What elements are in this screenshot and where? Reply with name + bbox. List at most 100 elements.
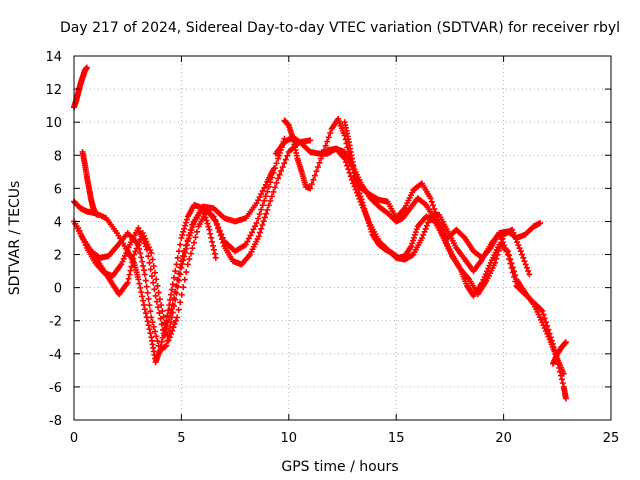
data-point [167,296,174,303]
data-point [175,270,182,277]
data-point [169,327,176,334]
data-point [153,298,160,305]
data-point [83,64,90,71]
data-point [365,220,372,227]
data-point [245,235,252,242]
data-point [166,302,173,309]
x-tick-label: 15 [388,431,405,446]
data-point [253,200,260,207]
data-point [217,232,224,239]
data-point [271,184,278,191]
data-point [168,286,175,293]
data-point [255,233,262,240]
data-point [147,266,154,273]
data-point [142,310,149,317]
data-point [539,307,546,314]
data-point [247,232,254,239]
data-point [282,156,289,163]
data-point [250,226,257,233]
data-point [158,321,165,328]
data-point [428,198,435,205]
y-tick-label: -6 [49,381,62,396]
data-point [174,254,181,261]
data-point [146,259,153,266]
data-point [261,197,268,204]
data-point [355,186,362,193]
data-point [183,219,190,226]
data-point [142,277,149,284]
data-point [154,338,161,345]
data-point [352,170,359,177]
data-point [261,214,268,221]
data-point [152,292,159,299]
data-point [180,284,187,291]
data-point [192,234,199,241]
data-point [157,315,164,322]
data-point [430,202,437,209]
data-point [541,315,548,322]
data-point [161,319,168,326]
data-point [137,250,144,257]
data-point [194,228,201,235]
data-point [316,159,323,166]
data-point [308,181,315,188]
data-point [508,260,515,267]
y-tick-label: 10 [45,116,62,131]
data-point [131,251,138,258]
data-point [267,179,274,186]
data-point [504,248,511,255]
data-point [130,255,137,262]
y-tick-label: -2 [49,315,62,330]
data-point [427,195,434,202]
data-point [220,239,227,246]
data-point [413,226,420,233]
data-point [512,235,519,242]
data-point [519,251,526,258]
data-point [411,231,418,238]
data-point [155,342,162,349]
y-tick-label: 12 [45,83,62,98]
data-point [177,299,184,306]
data-point [178,235,185,241]
data-point [514,239,521,246]
data-point [268,193,275,200]
data-point [128,263,135,270]
data-point [172,288,179,295]
x-tick-label: 20 [495,431,512,446]
chart-title: Day 217 of 2024, Sidereal Day-to-day VTE… [60,20,620,36]
data-point [180,228,187,235]
data-point [255,197,262,204]
data-point [353,178,360,185]
data-point [210,242,217,249]
data-point [278,167,285,174]
data-point [216,229,223,236]
x-axis-label: GPS time / hours [281,459,398,475]
data-point [183,269,190,276]
data-point [412,229,419,236]
data-point [258,225,265,232]
data-point [140,262,147,269]
data-point [152,328,159,335]
data-point [362,208,369,215]
data-point [506,252,513,259]
data-point [327,130,334,137]
data-point [275,152,282,159]
data-point [537,220,544,227]
data-point [174,314,181,321]
data-point [350,180,357,187]
data-point [183,242,190,249]
data-point [206,226,213,233]
data-point [418,235,425,241]
data-point [156,296,163,303]
data-point [190,239,197,246]
data-point [347,173,354,180]
data-point [558,376,565,383]
data-point [218,236,225,243]
x-tick-label: 25 [603,431,620,446]
data-point [154,282,161,289]
y-tick-label: -8 [49,414,62,429]
data-point [167,291,174,298]
data-point [526,271,533,278]
data-point [140,267,147,274]
data-point [511,232,518,239]
